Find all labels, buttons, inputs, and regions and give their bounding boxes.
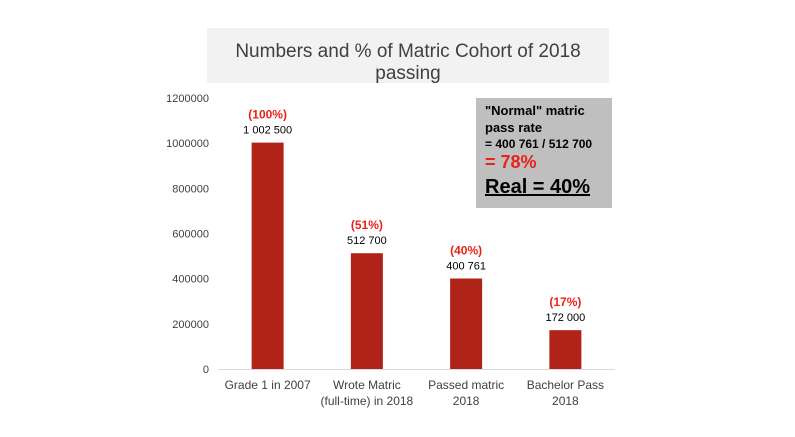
y-tick-label: 1200000 xyxy=(166,93,209,105)
x-tick-label: 2018 xyxy=(552,394,579,408)
callout-line-3: = 400 761 / 512 700 xyxy=(485,137,593,151)
percent-label: (51%) xyxy=(351,218,383,232)
x-tick-label: (full-time) in 2018 xyxy=(321,394,414,408)
x-tick-label: Grade 1 in 2007 xyxy=(225,378,311,392)
data-label: 1 002 500 xyxy=(243,125,292,137)
bar xyxy=(450,278,483,369)
callout-line-4: = 78% xyxy=(485,152,537,172)
y-tick-label: 400000 xyxy=(172,274,209,286)
bar xyxy=(549,330,582,369)
pass-rate-callout: "Normal" matric pass rate = 400 761 / 51… xyxy=(476,98,612,208)
x-tick-label: Passed matric xyxy=(428,378,504,392)
y-tick-label: 0 xyxy=(203,364,209,376)
x-tick-label: Bachelor Pass xyxy=(527,378,604,392)
data-label: 172 000 xyxy=(545,312,585,324)
percent-label: (17%) xyxy=(549,295,581,309)
chart-title: Numbers and % of Matric Cohort of 2018 p… xyxy=(235,41,581,84)
y-tick-label: 200000 xyxy=(172,319,209,331)
callout-line-5: Real = 40% xyxy=(485,176,591,198)
percent-label: (100%) xyxy=(248,108,287,122)
y-tick-label: 1000000 xyxy=(166,138,209,150)
y-tick-label: 800000 xyxy=(172,183,209,195)
data-label: 400 761 xyxy=(446,260,486,272)
x-tick-label: Wrote Matric xyxy=(333,378,401,392)
x-tick-label: 2018 xyxy=(453,394,480,408)
bar xyxy=(251,142,284,369)
chart-title-box: Numbers and % of Matric Cohort of 2018 p… xyxy=(207,28,609,84)
callout-line-1: "Normal" matric xyxy=(485,103,585,118)
callout-line-2: pass rate xyxy=(485,120,543,135)
data-label: 512 700 xyxy=(347,235,387,247)
percent-label: (40%) xyxy=(450,243,482,257)
bar xyxy=(350,253,383,369)
y-tick-label: 600000 xyxy=(172,229,209,241)
